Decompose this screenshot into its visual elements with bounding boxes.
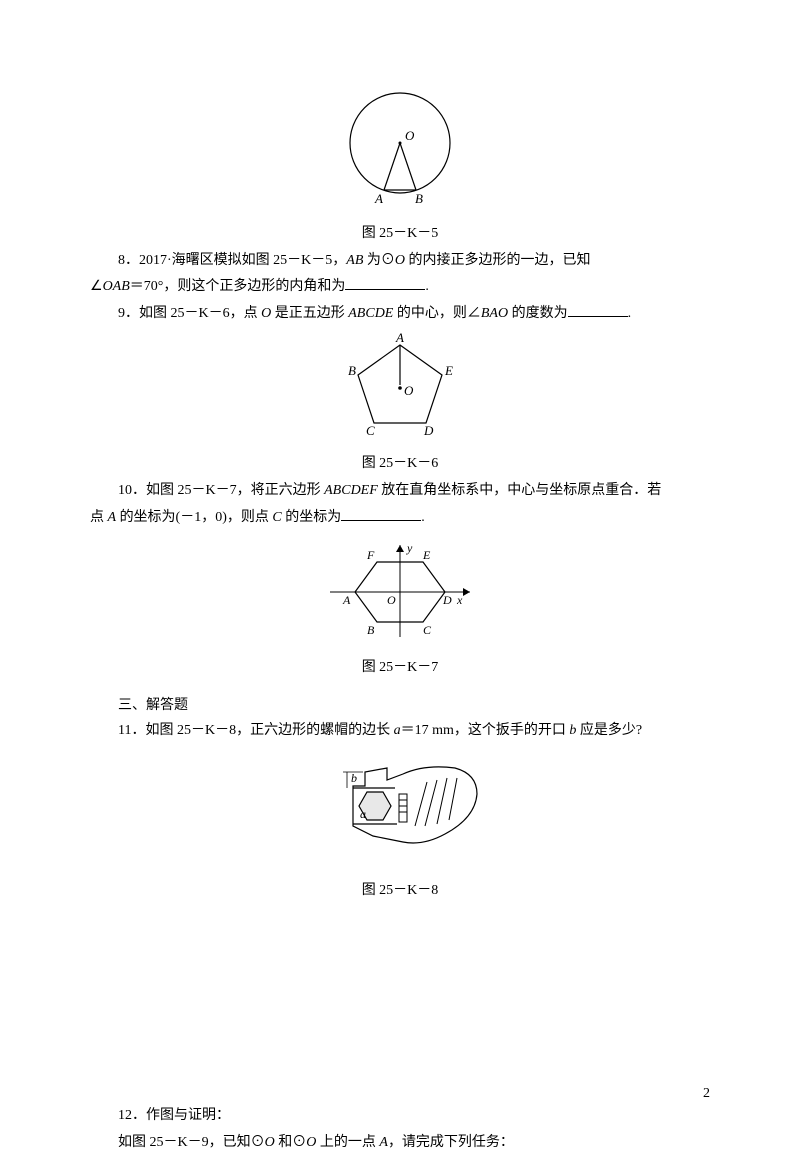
q10-blank (341, 507, 421, 521)
fig8-b: b (351, 771, 357, 785)
fig7-o: O (387, 593, 396, 607)
q9-d: ABCDE (348, 306, 393, 321)
q10-b: ABCDEF (324, 483, 378, 498)
q12l2-e: 上的一点 (316, 1135, 379, 1150)
q12l2-d: O (306, 1135, 316, 1150)
fig6-svg: A B C D E O (330, 333, 470, 443)
fig5-label-o: O (405, 128, 415, 143)
q8l2-b: OAB (103, 279, 130, 294)
figure-25k6: A B C D E O 图 25－K－6 (90, 333, 710, 472)
q8l2-a: ∠ (90, 279, 103, 294)
fig6-caption: 图 25－K－6 (90, 452, 710, 472)
question-12-line1: 12．作图与证明： (90, 1105, 710, 1127)
q12l2-c: 和⊙ (275, 1135, 307, 1150)
fig8-caption: 图 25－K－8 (90, 879, 710, 899)
spacer (90, 911, 710, 1101)
q8-a: 8．2017·海曙区模拟如图 25－K－5， (118, 253, 346, 268)
fig6-b: B (348, 363, 356, 378)
q10-a: 10．如图 25－K－7，将正六边形 (118, 483, 324, 498)
fig5-caption: 图 25－K－5 (90, 222, 710, 242)
figure-25k5: O A B 图 25－K－5 (90, 88, 710, 242)
q9-blank (568, 303, 628, 317)
page-number: 2 (703, 1086, 710, 1102)
fig7-y: y (406, 541, 413, 555)
question-8-line2: ∠OAB＝70°，则这个正多边形的内角和为. (90, 276, 710, 298)
q10l2-e: 的坐标为 (282, 510, 342, 525)
fig7-b: B (367, 623, 375, 637)
q10l2-d: C (272, 510, 281, 525)
fig7-e: E (422, 548, 431, 562)
fig7-x: x (456, 593, 463, 607)
q9-c: 是正五边形 (271, 306, 348, 321)
fig6-o: O (404, 383, 414, 398)
q12l2-b: O (265, 1135, 275, 1150)
q9-a: 9．如图 25－K－6，点 (118, 306, 261, 321)
fig7-d: D (442, 593, 452, 607)
q8-e: 的内接正多边形的一边，已知 (405, 253, 591, 268)
fig7-f: F (366, 548, 375, 562)
section-3-header: 三、解答题 (90, 694, 710, 714)
q11-a: 11．如图 25－K－8，正六边形的螺帽的边长 (118, 723, 394, 738)
q9-h: . (628, 306, 632, 321)
q8l2-c: ＝70°，则这个正多边形的内角和为 (130, 279, 346, 294)
fig6-a: A (395, 333, 404, 345)
q9-g: 的度数为 (508, 306, 568, 321)
q8-d: O (395, 253, 405, 268)
q12l2-f: A (379, 1135, 388, 1150)
q12l2-g: ，请完成下列任务： (388, 1135, 514, 1150)
q12l2-a: 如图 25－K－9，已知⊙ (118, 1135, 265, 1150)
question-12-line2: 如图 25－K－9，已知⊙O 和⊙O 上的一点 A，请完成下列任务： (90, 1132, 710, 1154)
q8l2-d: . (425, 279, 429, 294)
q11-b: a (394, 723, 401, 738)
figure-25k7: A B C D E F O x y 图 25－K－7 (90, 537, 710, 676)
fig5-label-b: B (415, 191, 423, 206)
fig8-a: a (360, 807, 366, 821)
q11-e: 应是多少? (576, 723, 642, 738)
question-9: 9．如图 25－K－6，点 O 是正五边形 ABCDE 的中心，则∠BAO 的度… (90, 303, 710, 325)
q10l2-b: A (108, 510, 117, 525)
q9-b: O (261, 306, 271, 321)
fig7-caption: 图 25－K－7 (90, 656, 710, 676)
q8-blank (345, 276, 425, 290)
q8-c: 为⊙ (363, 253, 395, 268)
fig7-c: C (423, 623, 432, 637)
q11-c: ＝17 mm，这个扳手的开口 (401, 723, 570, 738)
fig6-c: C (366, 423, 375, 438)
q10l2-f: . (421, 510, 425, 525)
figure-25k8: b a 图 25－K－8 (90, 754, 710, 899)
question-11: 11．如图 25－K－8，正六边形的螺帽的边长 a＝17 mm，这个扳手的开口 … (90, 720, 710, 742)
q9-f: BAO (481, 306, 508, 321)
question-10-line2: 点 A 的坐标为(－1，0)，则点 C 的坐标为. (90, 507, 710, 529)
fig7-svg: A B C D E F O x y (315, 537, 485, 647)
q10l2-c: 的坐标为(－1，0)，则点 (116, 510, 272, 525)
fig8-svg: b a (305, 754, 495, 864)
q10l2-a: 点 (90, 510, 108, 525)
fig6-e: E (444, 363, 453, 378)
q9-e: 的中心，则∠ (393, 306, 481, 321)
q10-c: 放在直角坐标系中，中心与坐标原点重合．若 (378, 483, 662, 498)
q8-b: AB (346, 253, 363, 268)
question-10: 10．如图 25－K－7，将正六边形 ABCDEF 放在直角坐标系中，中心与坐标… (90, 480, 710, 502)
question-8: 8．2017·海曙区模拟如图 25－K－5，AB 为⊙O 的内接正多边形的一边，… (90, 250, 710, 272)
fig5-svg: O A B (335, 88, 465, 213)
fig7-a: A (342, 593, 351, 607)
fig5-label-a: A (374, 191, 383, 206)
fig6-d: D (423, 423, 434, 438)
